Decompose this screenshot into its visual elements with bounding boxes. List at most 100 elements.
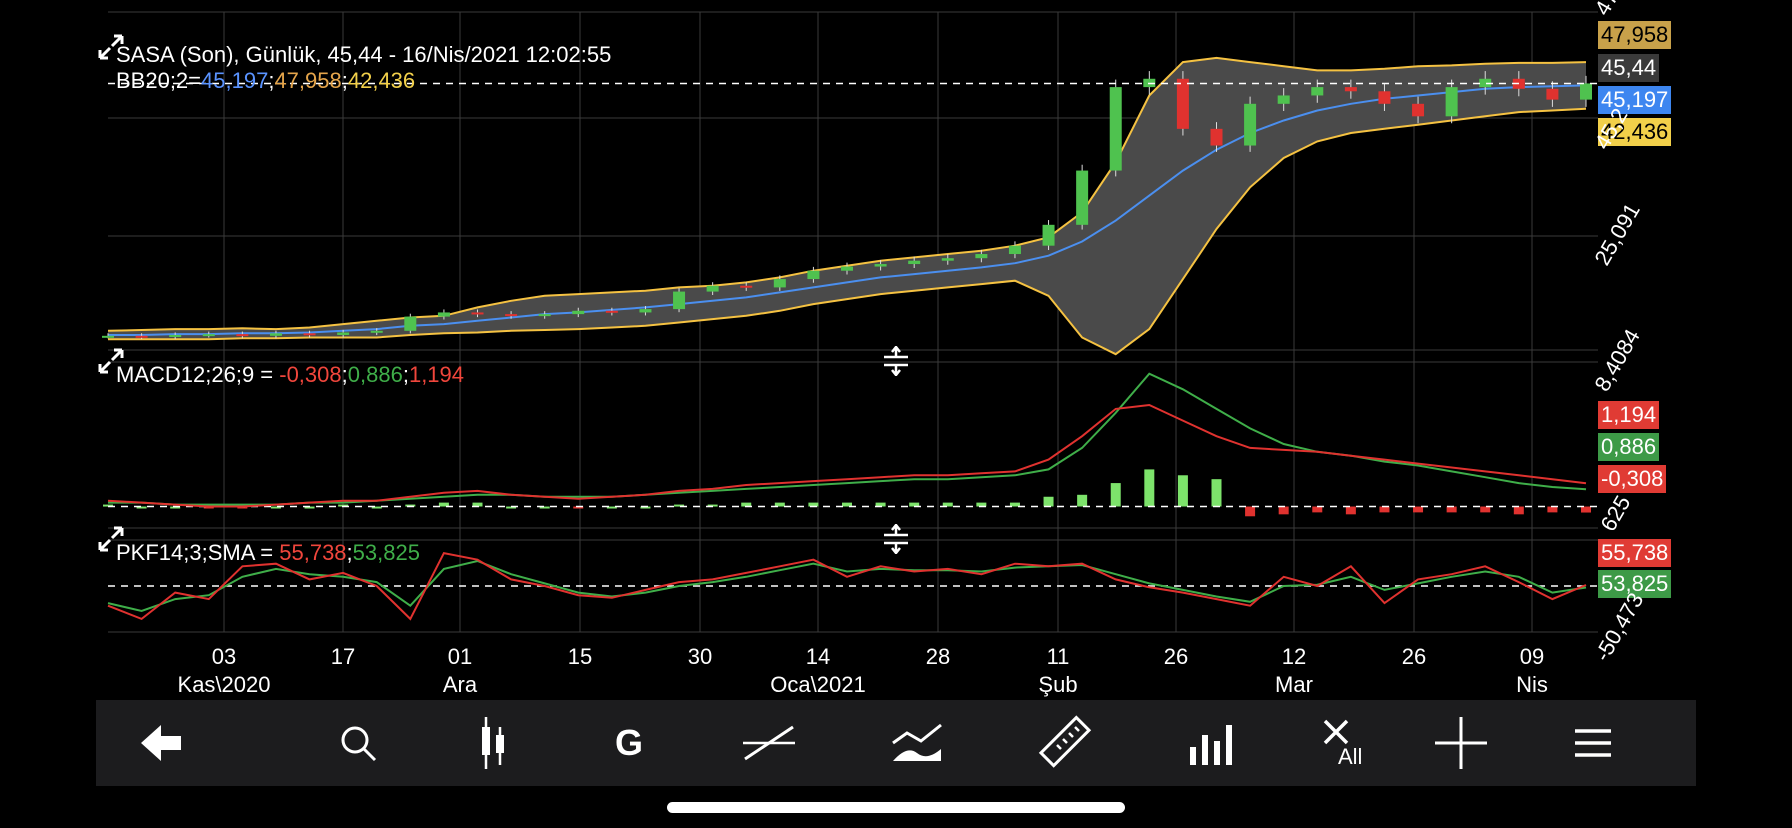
macd-histogram-bar [472,502,483,507]
macd-histogram-bar [539,506,550,509]
search-button[interactable] [313,700,403,786]
candle-body [538,314,551,317]
tag-bb-lower: 42,436 [1598,118,1672,146]
bollinger-label: BB20;2= [116,68,202,93]
candle-body [303,333,316,336]
macd-histogram-bar [1345,506,1356,515]
crosshair-icon [1435,717,1487,769]
chart-toolbar: G All [96,700,1696,786]
stochastic-k-value: 55,738 [279,540,347,565]
panel-resize-handle-icon[interactable] [882,524,910,554]
candle-body [1445,87,1458,117]
candle-body [202,334,215,337]
candle-body [1378,91,1391,104]
x-month-label: Oca\2021 [770,672,865,697]
close-icon [1323,719,1349,745]
bollinger-mid-value: 45,197 [201,68,269,93]
candle-body [605,310,618,313]
macd-histogram-bar [808,502,819,507]
period-button[interactable]: G [584,700,674,786]
macd-histogram-bar [103,504,113,507]
macd-label: MACD12;26;9 = [116,362,280,387]
bollinger-legend: BB20;2=45,197;47,958;42,436 [116,68,415,94]
macd-line-value: 1,194 [408,362,465,387]
tag-macd-signal: 0,886 [1598,433,1660,461]
macd-panel [103,372,1598,517]
back-button[interactable] [116,700,206,786]
macd-histogram-bar [237,506,248,509]
bollinger-upper-value: 47,958 [274,68,342,93]
macd-histogram-bar [774,502,785,507]
candle-body [706,285,719,292]
candle-body [437,312,450,317]
macd-histogram-bar [170,506,181,509]
indicators-button[interactable] [872,700,962,786]
macd-histogram-bar [270,506,281,509]
macd-histogram-bar [1144,469,1155,507]
crosshair-button[interactable] [1416,700,1506,786]
macd-histogram-bar [1547,506,1558,513]
tag-bb-upper: 47,958 [1598,21,1672,49]
macd-histogram-bar [741,502,752,507]
expand-stochastic-panel-icon[interactable] [96,524,126,554]
delete-all-button[interactable]: All [1296,700,1386,786]
macd-histogram-bar [1077,494,1088,507]
menu-button[interactable] [1548,700,1638,786]
candle-body [135,335,148,338]
volume-button[interactable] [1166,700,1256,786]
macd-histogram-bar [405,504,416,507]
macd-histogram-bar [942,502,953,507]
macd-histogram-bar [136,506,147,509]
trendline-tool-button[interactable] [724,700,814,786]
candle-body [773,279,786,288]
macd-histogram-bar [1379,506,1390,513]
macd-histogram-bar [640,506,651,509]
bollinger-mid-line [108,84,1587,336]
x-tick-label: 15 [568,644,592,669]
candle-body [370,330,383,333]
macd-histogram-bar [203,506,214,509]
chart-canvas[interactable]: 03 17 01 15 30 14 28 11 26 12 26 09 Kas\2020 Ara Oca\2… [0,0,1792,700]
candle-body [1042,224,1055,246]
stochastic-legend: PKF14;3;SMA = 55,738;53,825 [116,540,420,566]
panel-resize-handle-icon[interactable] [882,346,910,376]
candle-body [1311,87,1324,96]
candlestick-icon [482,717,504,769]
x-month-label: Ara [443,672,478,697]
candle-body [1412,103,1425,117]
price-legend: SASA (Son), Günlük, 45,44 - 16/Nis/2021 … [116,42,611,68]
candle-body [1344,87,1357,92]
macd-histogram-bar [1110,483,1121,507]
candle-body [639,309,652,313]
candle-body [1479,78,1492,88]
expand-price-panel-icon[interactable] [96,32,126,62]
macd-histogram-bar [304,506,315,509]
candle-body [1277,95,1290,104]
x-tick-label: 12 [1282,644,1306,669]
candle-body [1076,170,1089,225]
search-icon [341,726,377,762]
ruler-tool-button[interactable] [1020,700,1110,786]
candle-body [1008,245,1021,255]
candle-body [269,333,282,336]
separator: ; [346,540,353,565]
x-tick-label: 11 [1047,644,1070,669]
x-tick-label: 14 [806,644,830,669]
stochastic-d-value: 53,825 [352,540,420,565]
expand-macd-panel-icon[interactable] [96,346,126,376]
x-tick-label: 26 [1164,644,1188,669]
bollinger-lower-value: 42,436 [347,68,416,93]
candle-body [471,312,484,315]
macd-histogram-bar [1413,506,1424,513]
macd-histogram-bar [875,502,886,507]
candle-body [841,266,853,271]
candle-body [1580,83,1592,100]
bar-chart-icon [1190,725,1232,765]
tag-macd-hist: -0,308 [1598,465,1667,493]
x-tick-label: 17 [331,644,355,669]
chart-type-button[interactable] [448,700,538,786]
x-month-label: Nis [1516,672,1548,697]
macd-histogram-bar [371,506,382,509]
macd-histogram-bar [1513,506,1524,515]
x-month-label: Mar [1275,672,1313,697]
